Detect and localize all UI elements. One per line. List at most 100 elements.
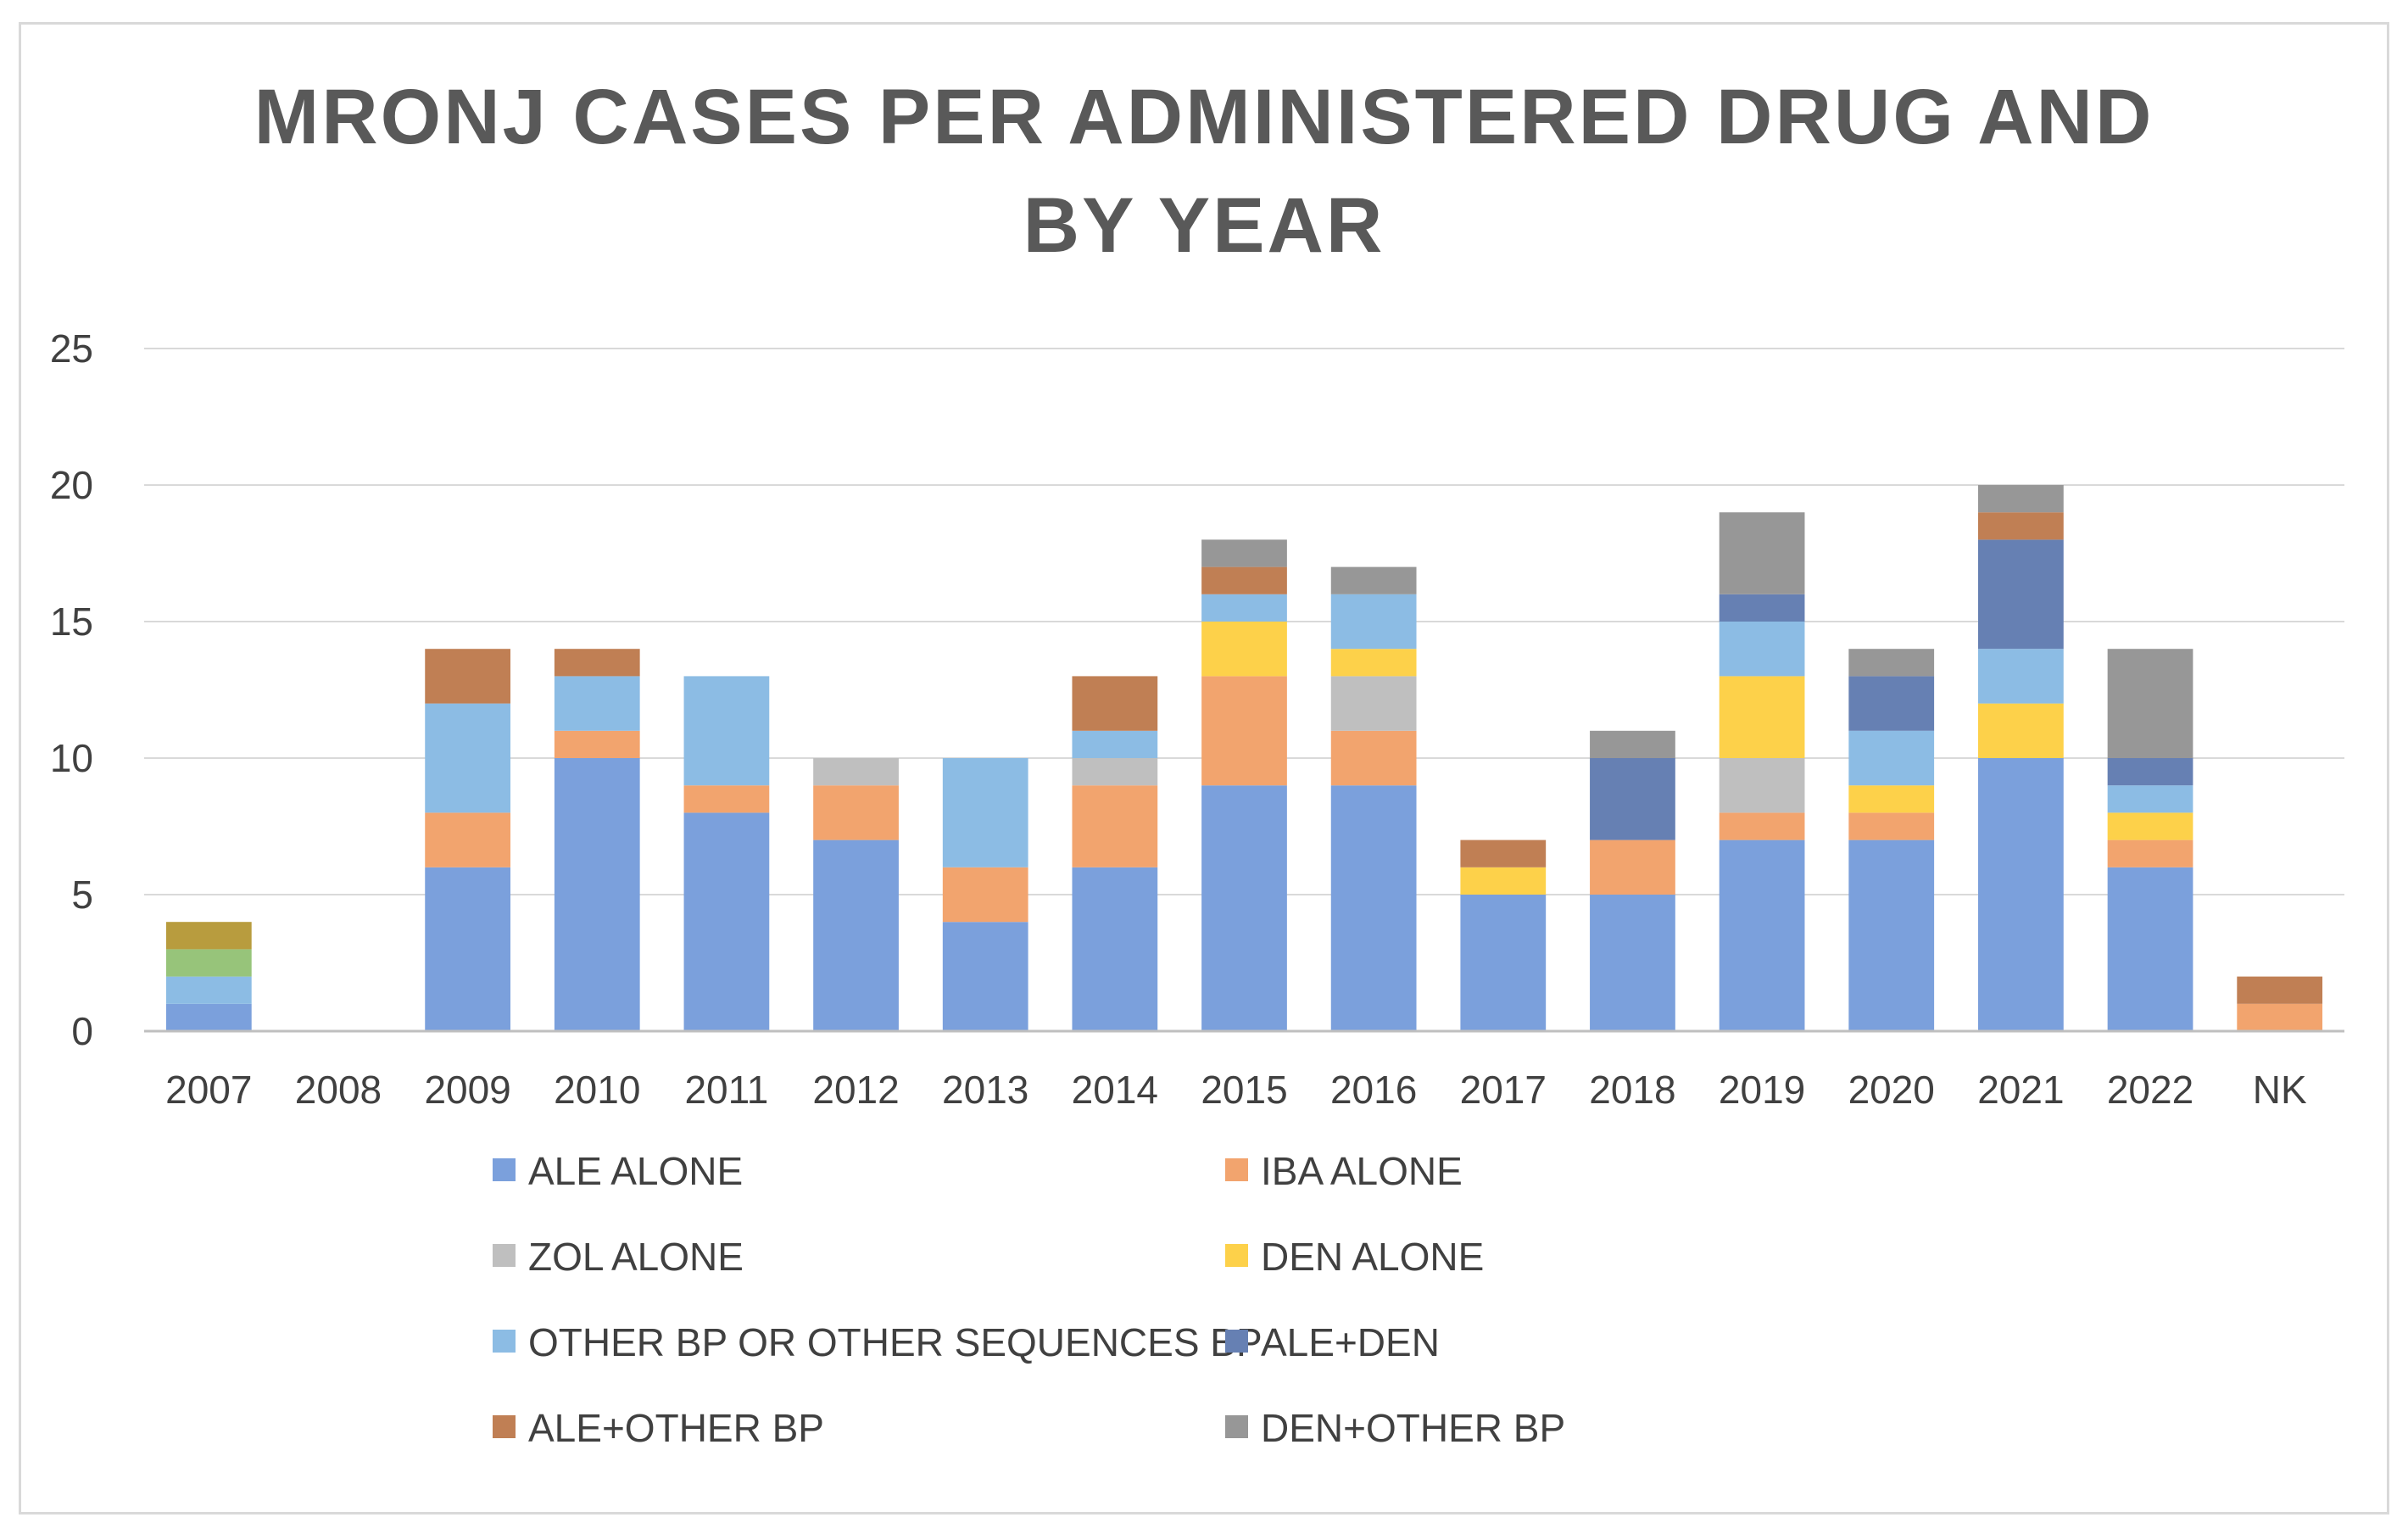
- bar-segment: [1201, 566, 1287, 594]
- bar-segment: [942, 922, 1028, 1031]
- y-axis-ticks: 0 5 10 15 20 25: [50, 326, 93, 1053]
- bar-segment: [683, 676, 770, 786]
- y-tick-label: 10: [50, 736, 93, 780]
- bar-segment: [1978, 512, 2064, 540]
- bar-segment: [1978, 703, 2064, 758]
- legend-item: ALE+DEN: [1225, 1320, 1440, 1364]
- legend-item: IBA ALONE: [1225, 1149, 1463, 1193]
- x-tick-label: 2013: [942, 1068, 1028, 1112]
- bar-segment: [1978, 758, 2064, 1031]
- bar-segment: [942, 758, 1028, 867]
- bar-segment: [1201, 594, 1287, 622]
- bar-segment: [1590, 730, 1675, 758]
- bar-segment: [2237, 1003, 2323, 1031]
- bar-segment: [165, 949, 252, 977]
- y-tick-label: 0: [71, 1009, 93, 1053]
- bar-segment: [1201, 676, 1287, 786]
- chart-title-line-1: MRONJ CASES PER ADMINISTERED DRUG AND: [254, 74, 2154, 160]
- x-tick-label: 2009: [424, 1068, 510, 1112]
- bar-segment: [2107, 758, 2193, 786]
- bar-segment: [1072, 676, 1158, 731]
- bar-segment: [1460, 840, 1547, 867]
- bar-segment: [1330, 594, 1417, 650]
- bar-segment: [1719, 676, 1805, 758]
- bar-segment: [1590, 895, 1675, 1031]
- legend-label: IBA ALONE: [1261, 1149, 1463, 1193]
- legend-swatch: [493, 1330, 516, 1353]
- legend-label: DEN+OTHER BP: [1261, 1406, 1565, 1450]
- bar-segment: [1460, 895, 1547, 1031]
- legend-label: ZOL ALONE: [528, 1235, 744, 1279]
- x-tick-label: 2019: [1719, 1068, 1805, 1112]
- bar-segment: [1848, 785, 1935, 813]
- bar-segment: [683, 812, 770, 1031]
- bar-segment: [813, 840, 899, 1031]
- y-tick-label: 5: [71, 873, 93, 917]
- bar-segment: [2107, 785, 2193, 813]
- bar-segment: [2237, 976, 2323, 1004]
- bar-segment: [2107, 812, 2193, 840]
- x-tick-label: 2015: [1201, 1068, 1287, 1112]
- bar-segment: [165, 1003, 252, 1031]
- x-tick-label: NK: [2253, 1068, 2307, 1112]
- bar-segment: [425, 649, 510, 704]
- legend-swatch: [1225, 1330, 1248, 1353]
- bar-segment: [1719, 622, 1805, 677]
- x-tick-label: 2014: [1072, 1068, 1158, 1112]
- bar-segment: [1719, 840, 1805, 1031]
- legend-label: ALE+DEN: [1261, 1320, 1440, 1364]
- y-tick-label: 15: [50, 600, 93, 644]
- legend-swatch: [1225, 1244, 1248, 1267]
- bar-segment: [813, 785, 899, 840]
- bar-segment: [1072, 758, 1158, 786]
- bar-segment: [554, 676, 640, 731]
- legend-item: ALE ALONE: [493, 1149, 743, 1193]
- bar-segment: [1848, 676, 1935, 731]
- bar-segment: [1848, 840, 1935, 1031]
- legend-label: OTHER BP OR OTHER SEQUENCES BP: [528, 1320, 1263, 1364]
- legend-swatch: [1225, 1158, 1248, 1181]
- bar-segment: [1201, 539, 1287, 567]
- bar-segment: [1330, 730, 1417, 786]
- legend-swatch: [493, 1158, 516, 1181]
- legend-item: DEN ALONE: [1225, 1235, 1484, 1279]
- bar-segment: [683, 785, 770, 813]
- bar-segment: [165, 976, 252, 1004]
- x-tick-label: 2008: [295, 1068, 382, 1112]
- legend-label: DEN ALONE: [1261, 1235, 1484, 1279]
- x-tick-label: 2021: [1977, 1068, 2064, 1112]
- bar-segment: [1201, 785, 1287, 1031]
- bar-segment: [1848, 812, 1935, 840]
- bar-segment: [1460, 867, 1547, 895]
- bars: [165, 485, 2323, 1031]
- bar-segment: [425, 703, 510, 813]
- bar-segment: [425, 812, 510, 867]
- x-tick-label: 2017: [1460, 1068, 1547, 1112]
- bar-segment: [1330, 566, 1417, 594]
- legend: ALE ALONE IBA ALONE ZOL ALONE DEN ALONE OTHE…: [493, 1149, 1565, 1450]
- bar-segment: [1978, 485, 2064, 513]
- legend-item: DEN+OTHER BP: [1225, 1406, 1565, 1450]
- x-tick-label: 2011: [684, 1068, 768, 1112]
- bar-segment: [1719, 512, 1805, 594]
- legend-label: ALE+OTHER BP: [528, 1406, 824, 1450]
- bar-segment: [1848, 649, 1935, 677]
- bar-segment: [1848, 730, 1935, 786]
- bar-segment: [2107, 840, 2193, 867]
- bar-segment: [1330, 785, 1417, 1031]
- bar-segment: [1590, 840, 1675, 895]
- x-tick-label: 2020: [1848, 1068, 1935, 1112]
- x-tick-label: 2007: [165, 1068, 252, 1112]
- legend-item: ZOL ALONE: [493, 1235, 744, 1279]
- bar-segment: [1719, 758, 1805, 813]
- bar-segment: [1330, 649, 1417, 677]
- bar-segment: [1072, 785, 1158, 867]
- bar-segment: [1590, 758, 1675, 840]
- bar-segment: [942, 867, 1028, 923]
- y-tick-label: 25: [50, 326, 93, 371]
- legend-swatch: [1225, 1415, 1248, 1438]
- chart-frame: MRONJ CASES PER ADMINISTERED DRUG AND BY…: [19, 22, 2389, 1514]
- bar-segment: [1978, 649, 2064, 704]
- legend-swatch: [493, 1415, 516, 1438]
- x-tick-label: 2022: [2107, 1068, 2193, 1112]
